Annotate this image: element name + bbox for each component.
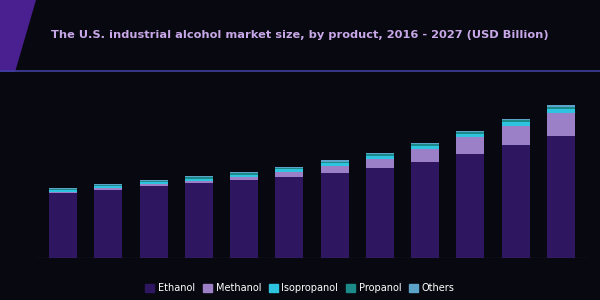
Bar bbox=[366, 159, 394, 168]
Bar bbox=[547, 107, 575, 109]
Bar bbox=[49, 192, 77, 193]
Bar bbox=[140, 184, 167, 186]
Bar bbox=[366, 156, 394, 159]
Bar bbox=[411, 149, 439, 162]
Text: The U.S. industrial alcohol market size, by product, 2016 - 2027 (USD Billion): The U.S. industrial alcohol market size,… bbox=[51, 30, 549, 40]
Bar bbox=[140, 186, 167, 258]
Bar bbox=[502, 146, 530, 258]
Bar bbox=[230, 172, 258, 173]
Bar bbox=[275, 177, 304, 258]
Legend: Ethanol, Methanol, Isopropanol, Propanol, Others: Ethanol, Methanol, Isopropanol, Propanol… bbox=[143, 281, 457, 295]
Bar bbox=[366, 168, 394, 258]
Bar bbox=[457, 134, 484, 137]
Bar bbox=[49, 188, 77, 189]
Bar bbox=[457, 132, 484, 134]
Bar bbox=[547, 109, 575, 113]
Bar bbox=[320, 163, 349, 166]
Bar bbox=[547, 105, 575, 107]
Bar bbox=[275, 167, 304, 168]
Bar bbox=[230, 175, 258, 177]
Bar bbox=[547, 136, 575, 258]
Bar bbox=[94, 184, 122, 185]
Bar bbox=[140, 180, 167, 181]
Bar bbox=[320, 160, 349, 162]
Bar bbox=[502, 126, 530, 146]
Bar bbox=[457, 130, 484, 132]
Bar bbox=[502, 122, 530, 126]
Bar bbox=[94, 185, 122, 186]
Bar bbox=[49, 189, 77, 190]
Bar bbox=[502, 118, 530, 120]
Bar bbox=[275, 169, 304, 172]
Bar bbox=[140, 181, 167, 182]
Bar bbox=[49, 193, 77, 258]
Bar bbox=[94, 190, 122, 258]
Bar bbox=[49, 190, 77, 192]
Bar bbox=[457, 137, 484, 154]
Bar bbox=[185, 181, 213, 183]
Bar bbox=[185, 183, 213, 258]
Bar bbox=[457, 154, 484, 258]
Bar bbox=[230, 177, 258, 180]
Bar bbox=[320, 172, 349, 258]
Bar bbox=[320, 166, 349, 172]
Bar bbox=[411, 162, 439, 258]
Bar bbox=[230, 180, 258, 258]
Bar bbox=[366, 154, 394, 156]
Bar bbox=[366, 153, 394, 154]
Bar bbox=[140, 182, 167, 184]
Polygon shape bbox=[0, 0, 36, 72]
Bar bbox=[94, 188, 122, 190]
Bar bbox=[502, 120, 530, 122]
Bar bbox=[411, 144, 439, 146]
Bar bbox=[411, 143, 439, 144]
Bar bbox=[94, 186, 122, 188]
Bar bbox=[275, 172, 304, 177]
Bar bbox=[547, 113, 575, 136]
Bar bbox=[185, 177, 213, 179]
Bar bbox=[185, 176, 213, 177]
Bar bbox=[185, 179, 213, 181]
Bar bbox=[275, 168, 304, 169]
Bar bbox=[411, 146, 439, 149]
Bar bbox=[320, 162, 349, 163]
Bar bbox=[230, 173, 258, 175]
